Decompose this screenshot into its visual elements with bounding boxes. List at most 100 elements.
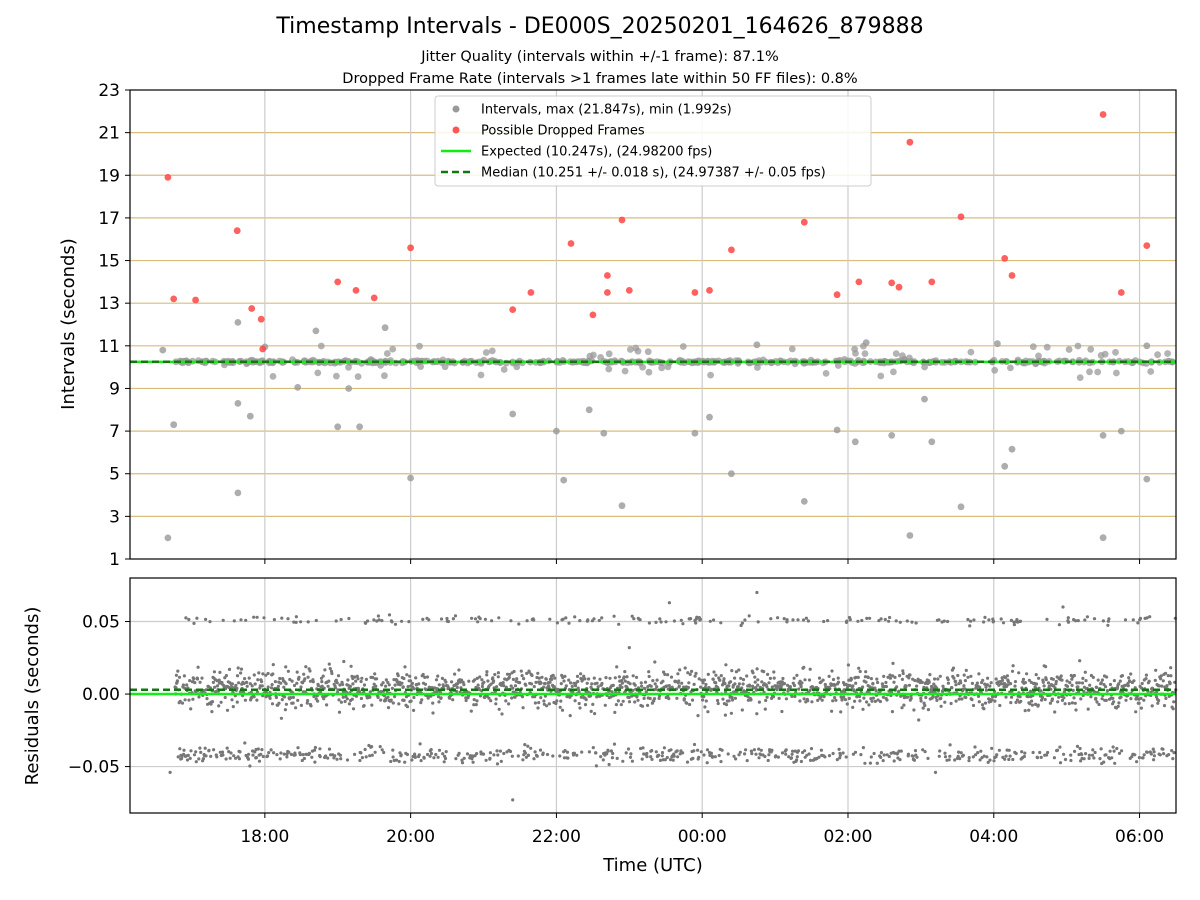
- residual-point: [613, 676, 617, 680]
- residual-point: [487, 696, 491, 700]
- residual-point: [300, 758, 304, 763]
- residual-point: [1092, 756, 1096, 760]
- residual-point: [351, 682, 355, 686]
- residual-point: [1013, 680, 1018, 684]
- residual-point: [639, 746, 643, 751]
- dropped-frame-point: [895, 283, 903, 291]
- residual-point: [1142, 698, 1146, 702]
- residual-point: [754, 752, 758, 756]
- residual-point: [313, 745, 317, 750]
- residual-point: [533, 695, 537, 699]
- residual-point: [308, 669, 312, 673]
- residual-point: [933, 677, 937, 681]
- residual-point: [848, 618, 852, 622]
- residual-point: [376, 614, 380, 618]
- residual-point: [755, 590, 759, 595]
- residual-point: [677, 684, 681, 688]
- residual-point: [403, 760, 407, 764]
- residual-point: [561, 617, 565, 621]
- residual-point: [851, 684, 855, 688]
- residual-point: [628, 682, 632, 686]
- residual-point: [1058, 745, 1062, 749]
- residual-point: [336, 688, 340, 692]
- residual-point: [909, 696, 913, 701]
- residual-point: [757, 756, 761, 760]
- residual-point: [730, 698, 735, 702]
- residual-point: [553, 676, 557, 680]
- residual-point: [1063, 702, 1067, 706]
- residual-point: [474, 685, 478, 690]
- residual-point: [1091, 675, 1095, 680]
- interval-point: [407, 474, 414, 482]
- residual-point: [578, 706, 582, 710]
- interval-point: [899, 352, 906, 359]
- residual-point: [869, 697, 873, 701]
- residual-point: [614, 703, 619, 707]
- interval-point: [706, 413, 713, 421]
- residual-point: [290, 679, 294, 683]
- residual-point: [364, 621, 368, 625]
- residual-point: [1138, 616, 1143, 621]
- residual-point: [842, 695, 846, 699]
- residual-point: [529, 682, 534, 686]
- residual-point: [276, 684, 280, 689]
- residual-point: [810, 700, 814, 704]
- residual-point: [412, 687, 416, 691]
- legend-label-dropped: Possible Dropped Frames: [481, 124, 645, 139]
- residual-point: [336, 674, 341, 678]
- residual-point: [617, 675, 622, 679]
- residual-point: [256, 747, 260, 751]
- residual-point: [296, 698, 300, 703]
- bottom-y-tick-label: −0.05: [68, 758, 120, 778]
- interval-point: [1117, 427, 1125, 435]
- dropped-frame-point: [604, 272, 611, 279]
- interval-point: [170, 421, 178, 429]
- residual-point: [1030, 703, 1034, 707]
- residual-point: [627, 700, 632, 704]
- residual-point: [1112, 700, 1116, 704]
- residual-point: [907, 676, 911, 680]
- residual-point: [1162, 752, 1166, 756]
- residual-point: [346, 678, 350, 682]
- residual-point: [1074, 708, 1078, 712]
- interval-point: [1076, 374, 1084, 381]
- x-axis-label: Time (UTC): [602, 855, 703, 876]
- residual-point: [307, 751, 311, 756]
- residual-point: [937, 618, 941, 622]
- residual-point: [1123, 618, 1128, 622]
- residual-point: [816, 698, 820, 703]
- residual-point: [590, 682, 594, 686]
- residual-point: [541, 751, 545, 755]
- residual-point: [508, 672, 512, 677]
- residual-point: [194, 750, 198, 754]
- residual-point: [1079, 697, 1083, 701]
- residual-point: [642, 696, 646, 701]
- top-y-tick-label: 15: [98, 252, 120, 272]
- residual-point: [924, 695, 928, 700]
- residual-point: [1099, 747, 1103, 751]
- residual-point: [1078, 746, 1082, 751]
- residual-point: [615, 756, 619, 761]
- residual-point: [259, 752, 263, 756]
- residual-point: [669, 675, 674, 679]
- residual-point: [952, 676, 956, 680]
- interval-point: [800, 498, 808, 505]
- residual-point: [187, 617, 191, 622]
- residual-point: [1097, 702, 1101, 707]
- residual-point: [375, 677, 379, 681]
- residual-point: [733, 682, 737, 686]
- residual-point: [1135, 760, 1139, 764]
- residual-point: [1144, 677, 1148, 681]
- residual-point: [1065, 684, 1070, 689]
- residual-point: [790, 752, 794, 756]
- residual-point: [891, 661, 895, 666]
- residual-point: [1005, 674, 1010, 678]
- residual-point: [652, 699, 656, 703]
- residual-point: [701, 681, 705, 685]
- residual-point: [689, 617, 693, 621]
- residual-point: [942, 619, 946, 623]
- residual-point: [310, 755, 314, 759]
- residual-point: [1106, 623, 1110, 627]
- residual-point: [436, 755, 440, 759]
- residual-point: [636, 698, 640, 702]
